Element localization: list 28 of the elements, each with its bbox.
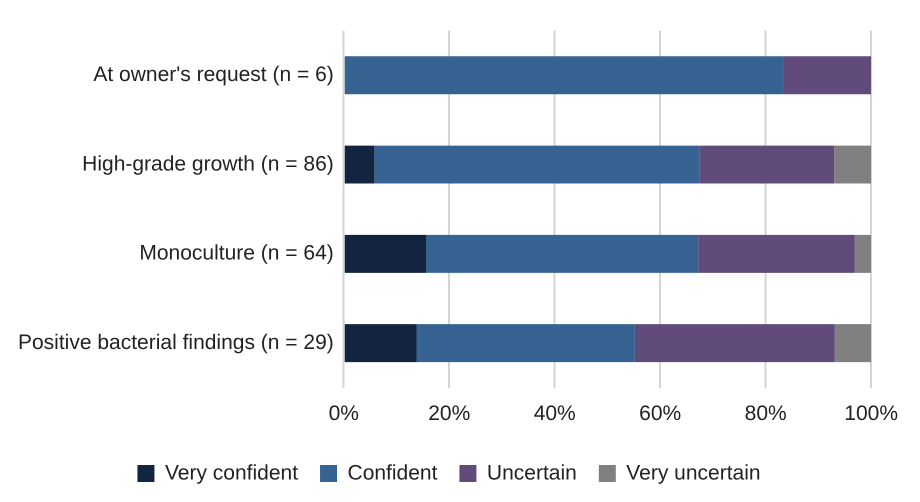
x-tick-label: 40% [534,402,576,426]
y-tick-label: Monoculture (n = 64) [139,242,334,265]
y-tick-label: Positive bacterial findings (n = 29) [18,330,334,354]
x-tick-label: 100% [844,402,898,426]
bar [634,324,835,362]
legend-label: Confident [348,461,438,484]
x-tick-label: 0% [328,402,359,426]
bar [698,234,855,273]
bar [834,146,872,184]
bar [426,234,698,273]
legend-label: Very uncertain [626,461,761,484]
x-tick-label: 80% [744,402,787,426]
bar [834,324,872,362]
bar [374,146,700,184]
y-tick-label: At owner's request (n = 6) [93,63,334,86]
x-tick-label: 60% [639,402,682,426]
bar [344,324,417,362]
bar [699,146,834,184]
bar [344,56,784,94]
legend-label: Uncertain [486,461,577,484]
y-tick-label: High-grade growth (n = 86) [82,152,334,176]
bar [854,234,872,273]
x-tick-label: 20% [428,402,470,426]
bar [783,56,872,94]
bar [344,234,426,273]
legend-label: Very confident [164,461,298,484]
bar [416,324,635,362]
bar [344,146,374,184]
